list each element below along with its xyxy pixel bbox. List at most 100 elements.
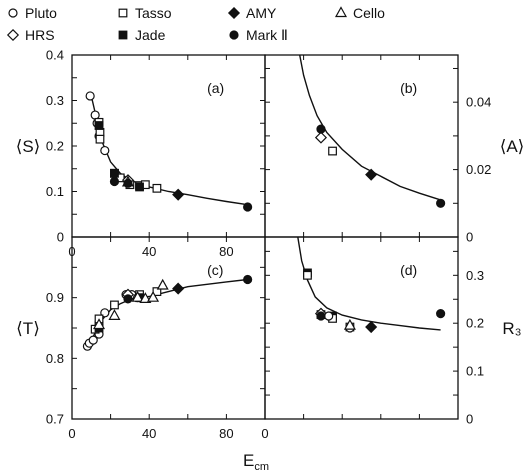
data-point-mark	[243, 202, 253, 212]
fit-curve	[299, 55, 441, 201]
legend-marker-amy	[227, 6, 241, 20]
x-axis-label: Ecm	[243, 451, 269, 471]
plot-frame	[71, 54, 266, 238]
panel-tag: (c)	[207, 262, 223, 278]
series-amy	[365, 168, 378, 181]
data-point-pluto	[324, 311, 334, 321]
legend-marker-jade	[118, 30, 128, 40]
legend-item-tasso: Tasso	[118, 5, 172, 21]
panel-tag: (a)	[207, 80, 224, 96]
y-axis-label: ⟨A⟩	[500, 137, 525, 156]
legend-marker-pluto	[8, 8, 18, 18]
series-hrs	[314, 131, 328, 144]
data-point-jade	[94, 121, 104, 130]
series-amy	[365, 320, 378, 334]
data-point-tasso	[95, 134, 105, 144]
legend-label: Pluto	[25, 5, 57, 21]
panel-tag: (d)	[400, 262, 417, 278]
series-cello	[343, 318, 356, 330]
series-mark	[316, 309, 446, 321]
y-tick-label: 0.1	[466, 364, 484, 379]
x-tick-label: 40	[142, 426, 156, 441]
data-point-cello	[147, 290, 160, 302]
legend-marker-hrs	[6, 28, 20, 42]
legend-marker-tasso	[118, 8, 128, 18]
legend-marker-cello	[334, 6, 348, 18]
plot-frame	[264, 236, 459, 420]
series-cello	[93, 278, 169, 330]
data-point-jade	[135, 182, 144, 192]
data-point-pluto	[100, 145, 110, 156]
fit-curve	[90, 95, 248, 206]
data-point-mark	[316, 311, 326, 321]
y-tick-label: 0.02	[466, 162, 491, 177]
legend-item-jade: Jade	[118, 27, 166, 43]
legend-item-hrs: HRS	[6, 27, 55, 43]
data-point-amy	[172, 282, 185, 295]
fit-curve	[86, 278, 248, 350]
series-mark	[316, 124, 446, 208]
data-point-mark	[436, 309, 446, 319]
y-tick-label: 0	[57, 230, 64, 245]
data-point-cello	[93, 318, 106, 330]
legend-label: Tasso	[135, 5, 172, 21]
data-point-tasso	[152, 183, 162, 193]
data-point-tasso	[328, 146, 337, 156]
legend-label: AMY	[246, 5, 277, 21]
y-tick-label: 0.8	[46, 351, 64, 366]
data-point-pluto	[88, 335, 98, 345]
data-point-pluto	[85, 91, 95, 101]
data-point-tasso	[303, 270, 312, 280]
y-axis-label: R₃	[502, 319, 521, 338]
legend-marker-mark	[229, 30, 239, 40]
y-axis-label: ⟨S⟩	[16, 137, 41, 156]
y-axis-label: ⟨T⟩	[16, 319, 40, 338]
data-point-amy	[365, 168, 378, 181]
y-tick-label: 0.9	[46, 290, 64, 305]
y-tick-label: 0.2	[46, 139, 64, 154]
y-tick-label: 0	[466, 230, 473, 245]
plot-frame	[264, 54, 459, 238]
legend-item-cello: Cello	[334, 5, 385, 21]
data-point-tasso	[110, 300, 119, 310]
legend-item-pluto: Pluto	[8, 5, 57, 21]
data-point-hrs	[314, 131, 328, 144]
data-point-mark	[243, 274, 253, 285]
x-tick-label: 80	[219, 426, 233, 441]
panel-a: 00.10.20.30.40 40 80⟨S⟩(a)	[16, 48, 266, 259]
y-tick-label: 0.2	[466, 316, 484, 331]
data-point-cello	[108, 309, 121, 320]
x-tick-label: 0	[261, 426, 268, 441]
legend-label: Mark Ⅱ	[246, 27, 288, 43]
x-tick-label: 40	[142, 244, 156, 259]
series-amy	[172, 188, 185, 201]
y-tick-label: 0.3	[466, 268, 484, 283]
legend-label: HRS	[25, 27, 55, 43]
x-tick-label: 0	[68, 426, 75, 441]
y-tick-label: 0	[466, 412, 473, 427]
y-tick-label: 0.7	[46, 412, 64, 427]
data-point-mark	[436, 198, 446, 208]
data-point-cello	[343, 318, 356, 330]
legend-item-mark: Mark Ⅱ	[229, 27, 288, 43]
y-tick-label: 0.4	[46, 48, 64, 63]
panel-tag: (b)	[400, 80, 417, 96]
data-point-mark	[123, 178, 133, 188]
legend-label: Cello	[353, 5, 385, 21]
legend: Pluto Tasso AMY Cello HRS Jade Mark Ⅱ	[6, 5, 385, 43]
data-point-cello	[156, 278, 169, 290]
legend-item-amy: AMY	[227, 5, 277, 21]
y-tick-label: 0.3	[46, 93, 64, 108]
panel-d: 0 0.1 0.2 0.3 R₃ (d)	[264, 236, 522, 427]
x-tick-label: 80	[219, 244, 233, 259]
data-point-amy	[172, 188, 185, 201]
y-tick-label: 0.1	[46, 184, 64, 199]
data-point-mark	[109, 176, 120, 187]
series-tasso	[303, 270, 355, 332]
data-point-jade	[110, 168, 119, 178]
data-point-mark	[123, 294, 133, 304]
data-point-cello	[131, 290, 144, 302]
series-tasso	[328, 146, 337, 156]
panels: 00.10.20.30.40 40 80⟨S⟩(a)00.020.04⟨A⟩(b)0…	[16, 48, 525, 442]
